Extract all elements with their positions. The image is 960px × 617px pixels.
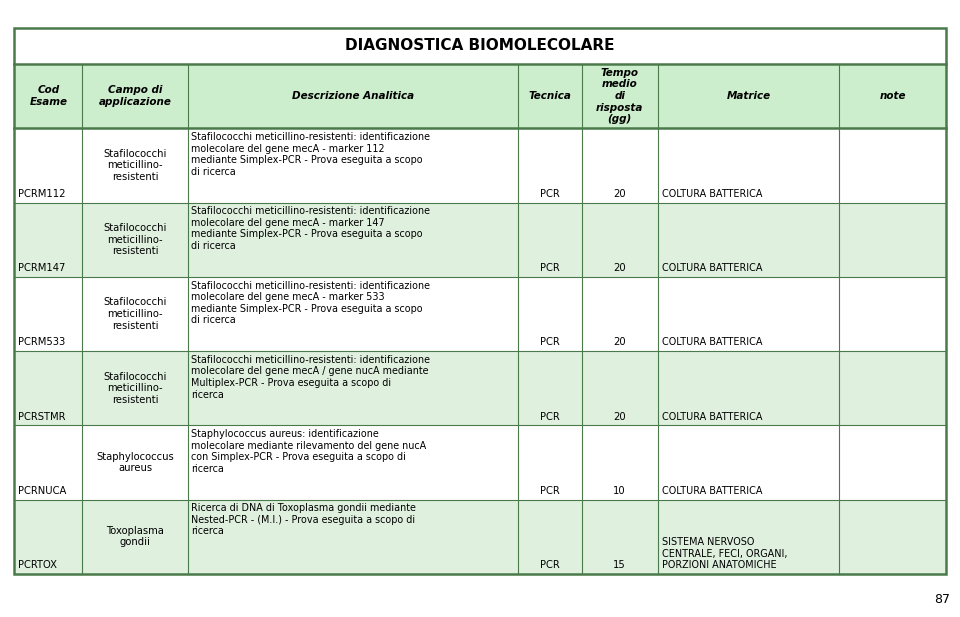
Text: 15: 15 (613, 560, 626, 570)
Text: COLTURA BATTERICA: COLTURA BATTERICA (661, 412, 762, 421)
Text: Stafilococchi
meticillino-
resistenti: Stafilococchi meticillino- resistenti (104, 297, 167, 331)
Text: COLTURA BATTERICA: COLTURA BATTERICA (661, 486, 762, 496)
Bar (14, 500, 946, 574)
Text: PCRSTMR: PCRSTMR (18, 412, 65, 421)
Text: PCR: PCR (540, 412, 560, 421)
Text: Matrice: Matrice (727, 91, 771, 101)
Text: 20: 20 (613, 189, 626, 199)
Text: PCR: PCR (540, 263, 560, 273)
Text: Ricerca di DNA di Toxoplasma gondii mediante
Nested-PCR - (M.I.) - Prova eseguit: Ricerca di DNA di Toxoplasma gondii medi… (191, 503, 417, 536)
Text: Stafilococchi meticillino-resistenti: identificazione
molecolare del gene mecA -: Stafilococchi meticillino-resistenti: id… (191, 281, 430, 325)
Text: Stafilococchi
meticillino-
resistenti: Stafilococchi meticillino- resistenti (104, 149, 167, 182)
Text: Stafilococchi meticillino-resistenti: identificazione
molecolare del gene mecA -: Stafilococchi meticillino-resistenti: id… (191, 132, 430, 177)
Text: Stafilococchi
meticillino-
resistenti: Stafilococchi meticillino- resistenti (104, 371, 167, 405)
Text: 20: 20 (613, 412, 626, 421)
Text: Cod
Esame: Cod Esame (30, 85, 67, 107)
Text: PCR: PCR (540, 337, 560, 347)
Text: Tempo
medio
di
risposta
(gg): Tempo medio di risposta (gg) (596, 68, 643, 124)
Bar (14, 351, 946, 425)
Bar (14, 128, 946, 202)
Bar (14, 277, 946, 351)
Text: PCRM533: PCRM533 (18, 337, 65, 347)
Bar (14, 202, 946, 277)
Text: COLTURA BATTERICA: COLTURA BATTERICA (661, 189, 762, 199)
Text: PCRM112: PCRM112 (18, 189, 65, 199)
Bar (14, 28, 946, 64)
Bar (14, 28, 946, 574)
Text: Toxoplasma
gondii: Toxoplasma gondii (106, 526, 164, 547)
Text: Descrizione Analitica: Descrizione Analitica (292, 91, 414, 101)
Text: Stafilococchi meticillino-resistenti: identificazione
molecolare del gene mecA /: Stafilococchi meticillino-resistenti: id… (191, 355, 430, 400)
Text: PCR: PCR (540, 560, 560, 570)
Text: 10: 10 (613, 486, 626, 496)
Text: Campo di
applicazione: Campo di applicazione (99, 85, 172, 107)
Text: PCR: PCR (540, 486, 560, 496)
Text: SISTEMA NERVOSO
CENTRALE, FECI, ORGANI,
PORZIONI ANATOMICHE: SISTEMA NERVOSO CENTRALE, FECI, ORGANI, … (661, 537, 787, 570)
Text: COLTURA BATTERICA: COLTURA BATTERICA (661, 263, 762, 273)
Text: 87: 87 (934, 593, 950, 606)
Text: COLTURA BATTERICA: COLTURA BATTERICA (661, 337, 762, 347)
Bar (14, 64, 946, 128)
Text: 20: 20 (613, 337, 626, 347)
Text: PCRNUCA: PCRNUCA (18, 486, 66, 496)
Text: Staphylococcus
aureus: Staphylococcus aureus (96, 452, 174, 473)
Bar (14, 425, 946, 500)
Text: Tecnica: Tecnica (528, 91, 571, 101)
Text: note: note (879, 91, 906, 101)
Text: DIAGNOSTICA BIOMOLECOLARE: DIAGNOSTICA BIOMOLECOLARE (346, 38, 614, 53)
Text: Stafilococchi
meticillino-
resistenti: Stafilococchi meticillino- resistenti (104, 223, 167, 256)
Text: 20: 20 (613, 263, 626, 273)
Text: Stafilococchi meticillino-resistenti: identificazione
molecolare del gene mecA -: Stafilococchi meticillino-resistenti: id… (191, 206, 430, 251)
Text: PCRM147: PCRM147 (18, 263, 65, 273)
Text: PCR: PCR (540, 189, 560, 199)
Text: Staphylococcus aureus: identificazione
molecolare mediante rilevamento del gene : Staphylococcus aureus: identificazione m… (191, 429, 426, 474)
Text: PCRTOX: PCRTOX (18, 560, 58, 570)
